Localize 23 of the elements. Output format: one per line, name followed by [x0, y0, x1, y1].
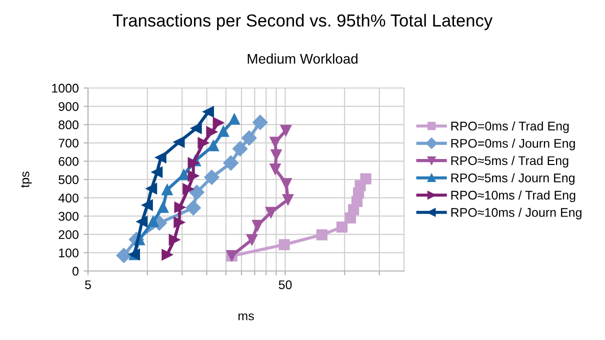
y-tick-label: 500 [58, 175, 78, 184]
y-tick-label: 900 [58, 102, 78, 111]
legend-label: RPO≈10ms / Journ Eng [451, 208, 582, 220]
x-axis-title: ms [238, 313, 254, 320]
y-tick-label: 300 [58, 212, 78, 221]
y-tick-label: 200 [58, 230, 78, 240]
x-tick-label: 5 [85, 280, 91, 290]
y-tick-label: 800 [58, 120, 78, 130]
y-tick-label: 600 [58, 157, 78, 166]
y-tick-label: 400 [58, 194, 78, 202]
chart-title: Transactions per Second vs. 95th% Total Latency [112, 14, 493, 30]
y-axis-title: tps [21, 172, 32, 188]
legend-label: RPO≈10ms / Trad Eng [451, 190, 576, 202]
x-tick-label: 50 [278, 280, 292, 290]
y-tick-label: 100 [59, 248, 78, 258]
legend-label: RPO=0ms / Trad Eng [451, 121, 569, 133]
y-tick-label: 1000 [52, 84, 78, 93]
legend-label: RPO=0ms / Journ Eng [451, 138, 575, 150]
legend-label: RPO≈5ms / Journ Eng [451, 173, 574, 185]
y-tick-label: 700 [58, 138, 78, 148]
legend-label: RPO≈5ms / Trad Eng [451, 156, 568, 168]
y-tick-label: 0 [72, 266, 78, 276]
chart-subtitle: Medium Workload [248, 54, 358, 64]
